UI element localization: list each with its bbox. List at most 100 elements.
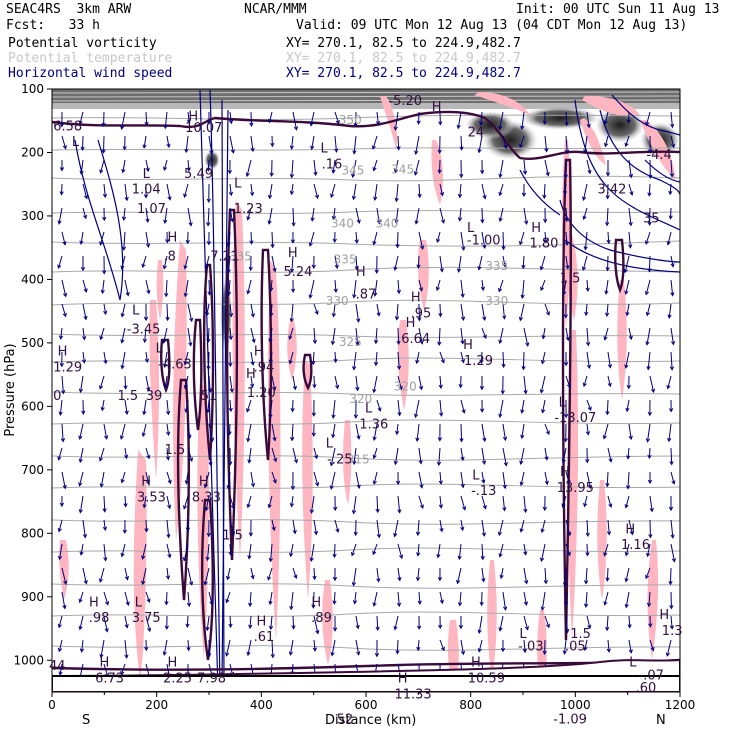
wind-vector-head [482,316,487,322]
wind-vector [583,495,588,507]
wind-vector [418,327,423,344]
wind-vector-head [648,623,653,628]
extremum-value: 6.58 [53,119,82,134]
extremum-marker: H [256,614,266,629]
wind-vector [502,255,506,267]
wind-vector-head [120,125,125,131]
wind-vector-head [119,435,124,440]
wind-vector-head [81,410,86,415]
wind-vector-head [542,506,547,512]
wind-vector [625,135,630,147]
wind-vector [460,351,465,363]
wind-vector-head [480,219,485,224]
wind-vector-head [98,457,103,462]
wind-vector-head [519,528,524,533]
wind-vector-head [166,533,171,539]
wind-vector [374,279,378,296]
wind-vector-head [584,580,589,585]
wind-vector [416,423,420,441]
wind-vector-head [646,552,651,558]
wind-vector [145,615,151,632]
wind-vector [103,495,106,512]
wind-vector-head [353,531,358,537]
wind-vector [481,303,486,321]
wind-vector [645,567,651,579]
wind-vector [229,327,232,340]
wind-vector-head [99,241,104,246]
wind-vector [334,255,338,269]
wind-vector [439,375,442,389]
extremum-value: 5.24 [283,265,312,280]
wind-vector-head [372,388,377,394]
wind-vector-head [670,534,675,539]
wind-vector-head [479,601,484,607]
wind-vector [418,231,424,250]
wind-vector-head [121,246,127,251]
wind-vector-head [605,482,610,488]
wind-vector [124,399,128,415]
wind-vector-head [666,241,671,246]
extremum-marker: L [143,167,151,182]
wind-vector-head [399,554,404,560]
wind-vector-head [524,580,529,585]
wind-vector-head [141,555,146,560]
wind-vector-head [329,485,334,490]
wind-vector-head [435,286,440,292]
wind-vector-head [520,125,525,131]
wind-vector [270,279,273,291]
wind-vector-head [603,601,608,606]
wind-vector [249,615,252,629]
wind-vector-head [583,646,588,652]
wind-vector [165,591,168,605]
wind-vector-head [438,121,443,126]
wind-vector-head [606,648,611,653]
wind-vector-head [438,384,443,390]
wind-vector [183,495,189,509]
wind-vector-head [269,312,274,318]
wind-vector-head [645,438,650,443]
wind-vector [670,615,673,629]
wind-vector-head [351,582,357,587]
wind-vector-head [545,171,550,177]
wind-vector [120,423,126,439]
wind-vector [499,183,504,196]
wind-vector-head [311,604,316,609]
wind-vector [606,567,609,581]
wind-vector [250,135,254,152]
wind-vector [250,231,253,244]
wind-vector-head [329,461,334,467]
wind-vector-head [272,267,277,273]
wind-vector-head [566,383,571,389]
wind-vector-head [583,149,588,154]
wind-vector [372,543,378,555]
wind-vector-head [98,385,104,390]
wind-vector [79,591,84,603]
wind-vector-head [209,437,215,443]
wind-vector-head [229,388,234,393]
wind-vector-head [122,529,127,534]
wind-vector [649,495,653,512]
wind-vector [334,111,340,124]
extremum-value: .95 [411,307,432,322]
x-tick-label: 400 [250,698,273,712]
wind-vector [397,327,400,345]
wind-vector-head [63,292,68,298]
wind-vector [166,471,172,484]
wind-vector-head [437,577,443,582]
wind-vector-head [646,602,652,608]
wind-vector-head [644,290,649,296]
wind-vector [481,447,485,464]
extremum-marker: H [89,595,99,610]
wind-vector [250,567,254,579]
wind-vector [606,207,609,226]
wind-vector-head [228,362,233,368]
wind-vector-head [540,606,545,611]
wind-vector-head [501,363,506,369]
wind-vector-head [289,174,295,179]
wind-vector-head [482,437,487,443]
wind-vector-head [477,266,482,271]
wind-vector-head [500,647,506,653]
wind-vector-head [419,484,424,489]
wind-vector-head [669,461,674,466]
wind-vector-head [141,432,146,438]
